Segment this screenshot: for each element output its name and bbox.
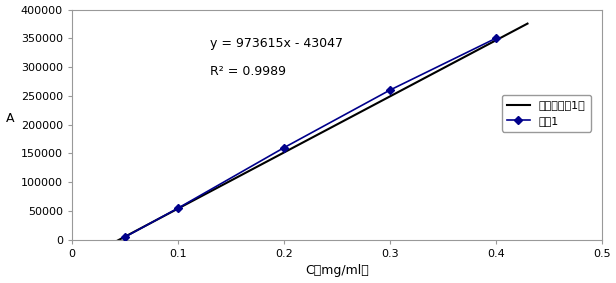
Legend: 线性（系列1）, 系列1: 线性（系列1）, 系列1 xyxy=(502,95,591,132)
线性（系列1） xyxy=(355,111,363,115)
Y-axis label: A: A xyxy=(6,112,14,125)
系列1 xyxy=(280,146,288,149)
线性（系列1） xyxy=(357,110,364,114)
线性（系列1） xyxy=(112,240,120,243)
系列1 xyxy=(492,37,500,40)
X-axis label: C（mg/ml）: C（mg/ml） xyxy=(305,264,369,277)
线性（系列1） xyxy=(524,22,531,25)
系列1 xyxy=(174,207,182,210)
系列1 xyxy=(386,89,394,92)
Text: y = 973615x - 43047: y = 973615x - 43047 xyxy=(210,37,342,50)
Text: R² = 0.9989: R² = 0.9989 xyxy=(210,65,286,78)
线性（系列1） xyxy=(485,42,493,46)
线性（系列1） xyxy=(111,241,118,244)
Line: 线性（系列1）: 线性（系列1） xyxy=(115,23,527,242)
线性（系列1） xyxy=(363,107,371,110)
线性（系列1） xyxy=(459,56,466,60)
Line: 系列1: 系列1 xyxy=(122,36,498,240)
系列1 xyxy=(121,235,129,239)
